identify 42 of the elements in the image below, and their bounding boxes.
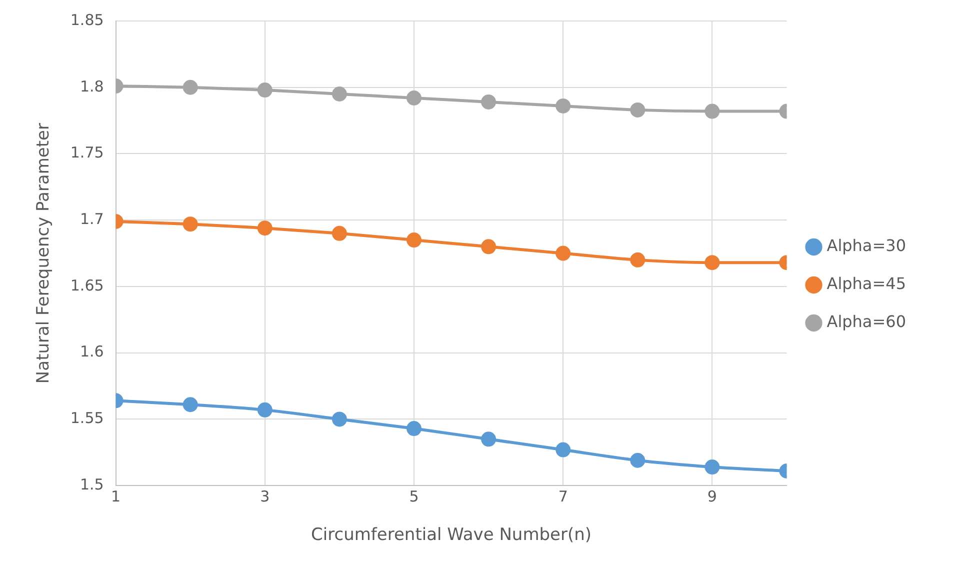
point	[406, 232, 422, 248]
y-tick-label: 1.8	[80, 77, 104, 96]
point	[556, 246, 571, 261]
point	[630, 452, 646, 468]
point	[182, 80, 198, 95]
point	[406, 90, 422, 106]
point	[257, 82, 272, 98]
y-tick-label: 1.75	[70, 144, 104, 162]
point	[332, 412, 347, 427]
point	[332, 86, 347, 102]
y-tick-label: 1.5	[80, 475, 104, 494]
point	[481, 239, 496, 254]
y-axis-title: Natural Ferequency Parameter	[34, 123, 54, 384]
point	[257, 220, 272, 236]
point	[182, 216, 198, 232]
y-tick-label: 1.65	[70, 276, 104, 294]
x-tick-label: 5	[409, 487, 419, 506]
point	[481, 432, 496, 447]
x-tick-label: 3	[260, 487, 270, 506]
legend-label: Alpha=30	[826, 236, 906, 256]
y-tick-label: 1.6	[80, 342, 104, 361]
point	[481, 94, 496, 110]
point	[182, 397, 198, 412]
point	[704, 255, 720, 270]
point	[556, 442, 571, 458]
x-tick-label: 1	[111, 487, 121, 506]
point	[630, 252, 646, 268]
point	[704, 460, 720, 475]
x-axis-title: Circumferential Wave Number(n)	[311, 525, 592, 546]
x-tick-label: 7	[558, 487, 568, 506]
point	[630, 102, 646, 118]
legend-label: Alpha=45	[826, 274, 906, 294]
point	[704, 104, 720, 119]
legend-label: Alpha=60	[826, 312, 906, 332]
point	[406, 421, 422, 436]
point	[556, 98, 571, 114]
point	[257, 402, 272, 418]
x-tick-label: 9	[707, 487, 717, 506]
y-tick-label: 1.7	[80, 210, 104, 228]
y-tick-label: 1.55	[70, 409, 104, 428]
point	[332, 226, 347, 241]
y-tick-label: 1.85	[70, 10, 104, 29]
